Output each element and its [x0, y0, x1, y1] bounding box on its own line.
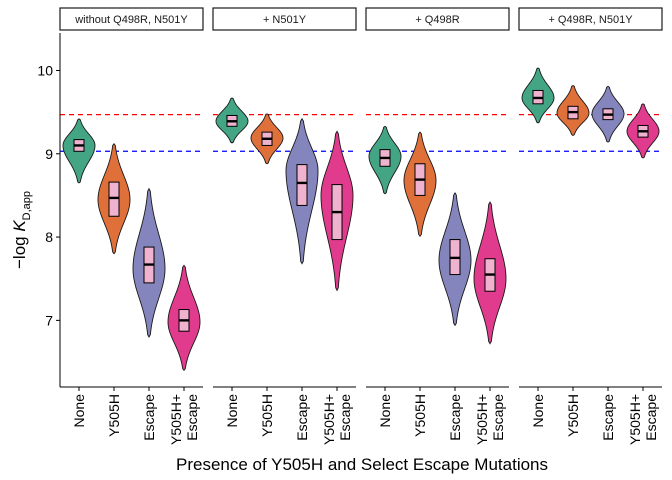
- panel-strips: without Q498R, N501Y + N501Y + Q498R + Q498…: [59, 7, 663, 31]
- panel-strip: [212, 7, 357, 31]
- x-tick-label-line: Escape: [490, 394, 506, 441]
- y-tick-label: 7: [45, 312, 53, 328]
- x-tick-label: Escape: [294, 394, 310, 441]
- x-tick-label: Y505H+Escape: [474, 394, 506, 445]
- y-axis-title-subscript: D,app: [21, 191, 33, 220]
- x-tick-label: Y505H+Escape: [321, 394, 353, 445]
- iqr-box: [296, 164, 308, 206]
- x-tick-label: Escape: [141, 394, 157, 441]
- panel-strip: [365, 7, 510, 31]
- panel-title: without Q498R, N501Y: [74, 14, 188, 26]
- panel-title: + Q498R: [415, 14, 459, 26]
- panel-title: + N501Y: [263, 14, 307, 26]
- x-tick-label-line: Y505H: [259, 394, 275, 437]
- x-tick-label-line: Escape: [184, 394, 200, 441]
- x-tick-label: Y505H: [259, 394, 275, 437]
- panel-strip: [59, 7, 204, 31]
- x-tick-label-line: Escape: [600, 394, 616, 441]
- x-tick-label: Y505H: [565, 394, 581, 437]
- x-tick-label-line: None: [71, 394, 87, 428]
- x-tick-label: Y505H+Escape: [168, 394, 200, 445]
- x-tick-label-line: Escape: [337, 394, 353, 441]
- x-tick-label: None: [377, 394, 393, 428]
- x-axis-title: Presence of Y505H and Select Escape Muta…: [176, 455, 548, 474]
- x-tick-label-line: Y505H+: [321, 394, 337, 445]
- x-tick-label-line: Y505H+: [474, 394, 490, 445]
- panel-strip: [518, 7, 663, 31]
- x-tick-label-line: Y505H+: [627, 394, 643, 445]
- x-tick-label-line: Escape: [141, 394, 157, 441]
- y-tick-label: 9: [45, 146, 53, 162]
- x-tick-label: None: [224, 394, 240, 428]
- violin-marks: [62, 67, 660, 372]
- x-tick-label: None: [530, 394, 546, 428]
- x-tick-label-line: None: [224, 394, 240, 428]
- x-tick-label-line: Y505H: [106, 394, 122, 437]
- x-tick-label-line: Y505H+: [168, 394, 184, 445]
- x-tick-label-line: None: [377, 394, 393, 428]
- iqr-box: [108, 181, 120, 217]
- y-axis-title-prefix: −log: [10, 232, 29, 269]
- y-axis-title: −log KD,app: [10, 191, 33, 269]
- x-tick-label-line: Y505H: [412, 394, 428, 437]
- x-tick-label-line: None: [530, 394, 546, 428]
- x-tick-label: Escape: [447, 394, 463, 441]
- x-tick-label: Y505H+Escape: [627, 394, 659, 445]
- y-tick-label: 8: [45, 229, 53, 245]
- panel-title: + Q498R, N501Y: [548, 14, 633, 26]
- x-tick-label-line: Escape: [643, 394, 659, 441]
- y-axis-title-main: K: [10, 220, 29, 232]
- x-tick-label: Escape: [600, 394, 616, 441]
- x-tick-label-line: Escape: [447, 394, 463, 441]
- x-tick-label-line: Y505H: [565, 394, 581, 437]
- x-tick-label: None: [71, 394, 87, 428]
- x-tick-label: Y505H: [412, 394, 428, 437]
- x-tick-label: Y505H: [106, 394, 122, 437]
- x-tick-label-line: Escape: [294, 394, 310, 441]
- y-tick-label: 10: [37, 62, 53, 78]
